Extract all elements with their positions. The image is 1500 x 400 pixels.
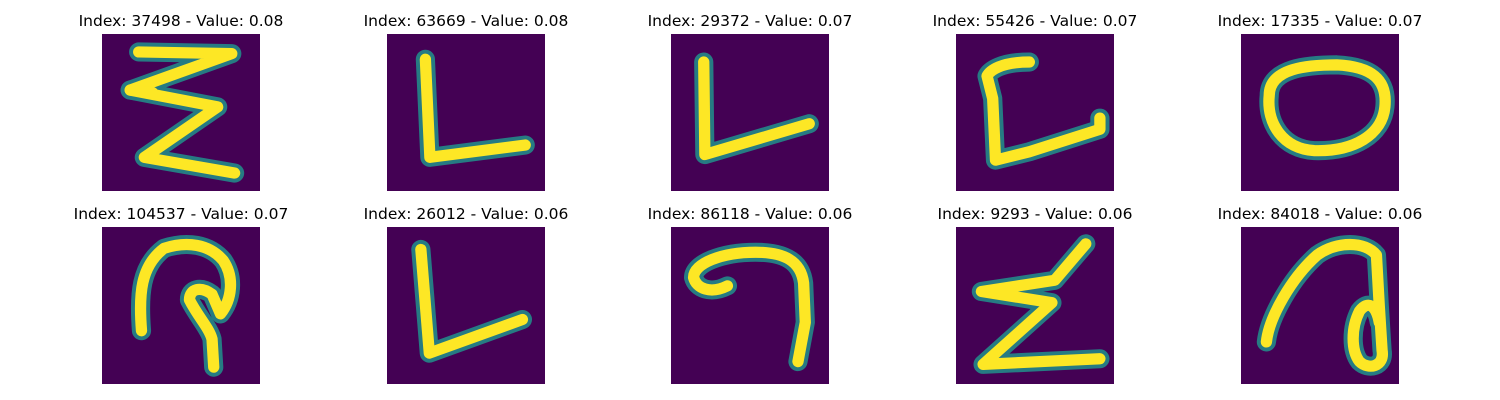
stroke-core [124,46,241,179]
panel-title: Index: 37498 - Value: 0.08 [78,12,284,30]
sample-image [102,227,260,384]
sample-image [671,227,829,384]
panel-title: Index: 86118 - Value: 0.06 [647,205,853,223]
stroke-core [698,56,815,161]
stroke-core [981,56,1106,166]
sample-image [956,34,1114,191]
sample-panel-5: Index: 17335 - Value: 0.07 [1200,11,1440,201]
sample-image [102,34,260,191]
stroke-core [419,53,531,163]
sample-image [671,34,829,191]
panel-title: Index: 29372 - Value: 0.07 [647,12,853,30]
stroke-core [134,238,237,373]
sample-panel-4: Index: 55426 - Value: 0.07 [915,11,1155,201]
panel-title: Index: 84018 - Value: 0.06 [1217,205,1423,223]
sample-image [387,227,545,384]
panel-title: Index: 26012 - Value: 0.06 [363,205,569,223]
sample-panel-7: Index: 26012 - Value: 0.06 [346,204,586,394]
panel-title: Index: 55426 - Value: 0.07 [932,12,1138,30]
sample-panel-6: Index: 104537 - Value: 0.07 [61,204,301,394]
sample-panel-9: Index: 9293 - Value: 0.06 [915,204,1155,394]
stroke-core [975,238,1106,370]
panel-title: Index: 17335 - Value: 0.07 [1217,12,1423,30]
sample-image [387,34,545,191]
sample-panel-8: Index: 86118 - Value: 0.06 [630,204,870,394]
stroke-core [1263,59,1391,157]
panel-title: Index: 63669 - Value: 0.08 [363,12,569,30]
stroke-core [1260,239,1388,372]
sample-panel-10: Index: 84018 - Value: 0.06 [1200,204,1440,394]
panel-title: Index: 104537 - Value: 0.07 [73,205,289,223]
sample-image [956,227,1114,384]
panel-title: Index: 9293 - Value: 0.06 [937,205,1133,223]
sample-image [1241,34,1399,191]
sample-image [1241,227,1399,384]
sample-panel-3: Index: 29372 - Value: 0.07 [630,11,870,201]
sample-panel-2: Index: 63669 - Value: 0.08 [346,11,586,201]
stroke-core [415,243,529,359]
sample-panel-1: Index: 37498 - Value: 0.08 [61,11,301,201]
stroke-core [687,246,811,368]
